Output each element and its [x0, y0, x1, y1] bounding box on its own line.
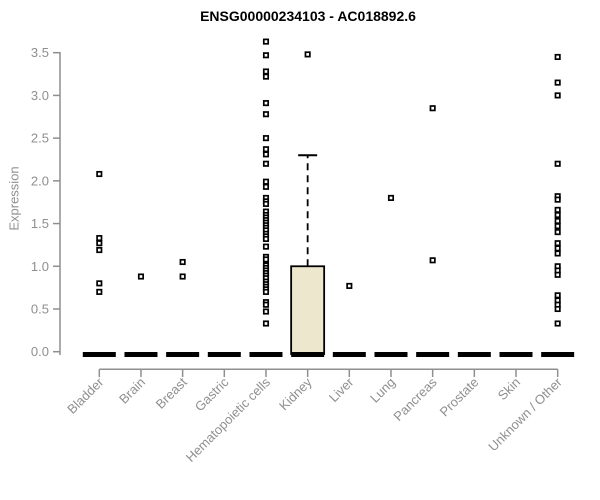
y-axis-title: Expression: [6, 166, 22, 231]
data-point: [554, 240, 561, 247]
data-point: [429, 257, 436, 264]
data-point: [554, 211, 561, 219]
data-point: [96, 235, 103, 242]
median-bar: [332, 352, 366, 357]
data-point: [262, 160, 270, 167]
data-point: [262, 200, 270, 207]
data-point: [262, 235, 270, 242]
data-point: [429, 105, 436, 112]
data-point: [262, 73, 270, 80]
data-point: [262, 320, 270, 327]
category-label: Bladder: [64, 374, 107, 417]
data-point: [262, 183, 270, 190]
data-point: [262, 111, 270, 118]
median-bar: [457, 352, 491, 357]
data-point: [96, 246, 103, 254]
data-point: [262, 151, 270, 158]
data-point: [262, 38, 270, 45]
category-label: Breast: [153, 374, 190, 411]
median-bar: [166, 352, 200, 357]
data-point: [554, 250, 561, 257]
data-point: [554, 305, 561, 313]
median-bar: [207, 352, 241, 357]
data-point: [262, 135, 270, 142]
data-point: [554, 223, 561, 230]
data-point: [262, 146, 270, 153]
category-label: Gastric: [192, 374, 232, 414]
data-point: [262, 100, 270, 107]
data-point: [346, 282, 353, 289]
category-label: Brain: [116, 375, 148, 407]
y-tick-label: 2.5: [31, 131, 49, 146]
data-point: [179, 273, 186, 280]
category-label: Pancreas: [390, 374, 440, 424]
category-label: Lung: [367, 375, 398, 406]
data-point: [96, 280, 103, 287]
y-tick-label: 0.0: [31, 344, 49, 359]
data-point: [262, 68, 270, 75]
box-iqr: [290, 265, 326, 355]
median-bar: [291, 352, 325, 357]
data-point: [554, 271, 561, 278]
data-point: [554, 217, 561, 225]
chart-title: ENSG00000234103 - AC018892.6: [200, 8, 416, 24]
y-tick-label: 1.0: [31, 259, 49, 274]
data-point: [262, 256, 270, 263]
median-bar: [499, 352, 533, 357]
data-point: [96, 288, 103, 295]
data-point: [262, 288, 270, 295]
data-point: [262, 243, 270, 250]
data-point: [96, 170, 103, 178]
median-bar: [82, 352, 116, 357]
data-point: [179, 258, 186, 266]
y-tick-label: 1.5: [31, 216, 49, 231]
data-point: [554, 92, 561, 99]
data-point: [554, 79, 561, 86]
y-tick-label: 3.5: [31, 45, 49, 60]
data-point: [262, 178, 270, 185]
median-bar: [249, 352, 283, 357]
median-bar: [374, 352, 408, 357]
data-point: [554, 229, 561, 236]
data-point: [304, 51, 311, 58]
category-label: Kidney: [276, 374, 315, 413]
category-label: Unknown / Other: [485, 374, 565, 454]
median-bar: [416, 352, 450, 357]
median-bar: [541, 352, 575, 357]
data-point: [554, 320, 561, 327]
data-point: [137, 273, 145, 280]
data-point: [554, 245, 561, 252]
y-tick-label: 2.0: [31, 173, 49, 188]
category-label: Liver: [326, 374, 357, 405]
data-point: [387, 194, 395, 201]
median-bar: [124, 352, 158, 357]
data-point: [554, 292, 561, 299]
data-point: [554, 196, 561, 203]
data-point: [262, 52, 270, 59]
data-point: [554, 206, 561, 213]
y-tick-label: 3.0: [31, 88, 49, 103]
data-point: [262, 308, 270, 315]
category-label: Prostate: [437, 375, 482, 420]
y-tick-label: 0.5: [31, 301, 49, 316]
category-label: Skin: [495, 375, 523, 403]
data-point: [554, 160, 561, 167]
data-point: [96, 240, 103, 247]
data-point: [262, 301, 270, 308]
data-point: [554, 53, 561, 61]
